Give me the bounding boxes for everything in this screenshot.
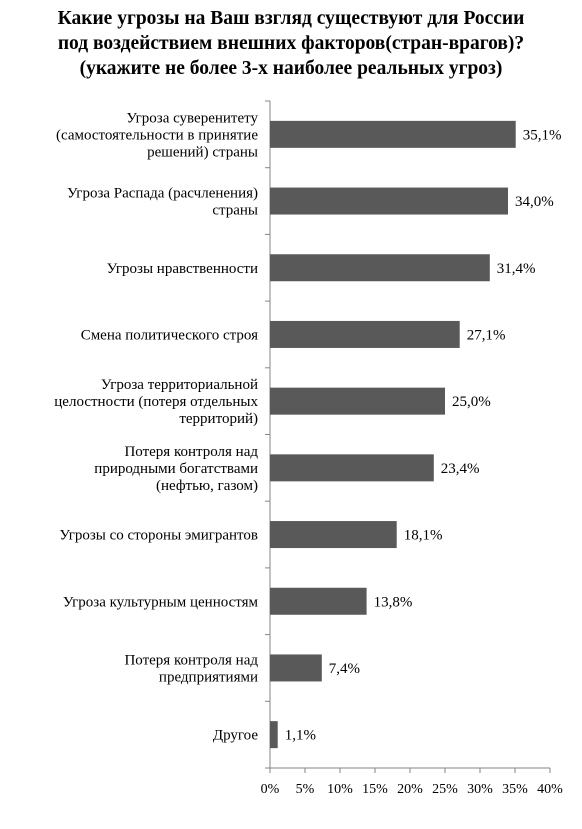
chart-title-line: под воздействием внешних факторов(стран-…: [57, 33, 525, 54]
category-label-line: Потеря контроля над: [124, 652, 258, 668]
category-label: Угрозы со стороны эмигрантов: [59, 528, 258, 544]
data-label: 7,4%: [329, 661, 360, 677]
data-label: 18,1%: [404, 528, 443, 544]
category-label-line: Потеря контроля над: [124, 444, 258, 460]
x-tick-label: 0%: [261, 782, 280, 797]
category-label-line: Угроза суверенитету: [126, 110, 258, 126]
data-label: 25,0%: [452, 394, 491, 410]
x-tick-label: 40%: [537, 782, 563, 797]
category-label: Угрозы нравственности: [107, 261, 258, 277]
category-label: Угроза территориальной целостности (потер…: [54, 377, 258, 427]
bar: [270, 721, 278, 749]
data-label: 23,4%: [441, 461, 480, 477]
category-label-line: решений) страны: [147, 144, 258, 160]
data-label: 34,0%: [515, 194, 554, 210]
bar: [270, 320, 460, 348]
category-label-line: предприятиями: [159, 669, 258, 685]
category-label-line: целостности (потеря отдельных: [54, 394, 258, 410]
chart-title: Какие угрозы на Ваш взгляд существуют дл…: [0, 6, 582, 81]
category-label: Смена политического строя: [81, 327, 258, 343]
category-label-line: (нефтью, газом): [156, 478, 258, 494]
category-label-line: Угроза Распада (расчленения): [67, 186, 258, 202]
x-tick-label: 35%: [502, 782, 528, 797]
data-label: 27,1%: [467, 327, 506, 343]
x-tick-label: 15%: [362, 782, 388, 797]
bar: [270, 387, 445, 415]
category-label: Потеря контроля над предприятиями: [124, 652, 258, 685]
bar: [270, 654, 322, 682]
category-label: Другое: [213, 728, 258, 744]
data-label: 13,8%: [374, 594, 413, 610]
x-tick-label: 30%: [467, 782, 493, 797]
category-label-line: (самостоятельности в принятие: [56, 127, 258, 143]
bar: [270, 254, 490, 282]
data-label: 31,4%: [497, 261, 536, 277]
category-label-line: Угрозы со стороны эмигрантов: [59, 528, 258, 544]
bar: [270, 120, 516, 148]
category-label-line: страны: [212, 203, 258, 219]
x-tick-label: 25%: [432, 782, 458, 797]
bar: [270, 454, 434, 482]
bar: [270, 187, 508, 215]
x-tick-label: 5%: [296, 782, 315, 797]
category-label: Угроза Распада (расчленения) страны: [67, 186, 258, 219]
category-label-line: природными богатствами: [94, 461, 258, 477]
category-label: Угроза суверенитету (самостоятельности в …: [56, 110, 258, 160]
data-label: 35,1%: [523, 127, 562, 143]
category-label-line: Смена политического строя: [81, 327, 258, 343]
category-label: Угроза культурным ценностям: [63, 594, 259, 610]
bar: [270, 521, 397, 549]
category-label-line: территорий): [179, 411, 258, 427]
chart-title-line: (укажите не более 3-х наиболее реальных …: [79, 58, 503, 79]
category-label-line: Угрозы нравственности: [107, 261, 258, 277]
chart-title-line: Какие угрозы на Ваш взгляд существуют дл…: [57, 8, 525, 29]
category-label-line: Угроза культурным ценностям: [63, 594, 259, 610]
category-label: Потеря контроля над природными богатствам…: [94, 444, 258, 494]
data-label: 1,1%: [285, 728, 316, 744]
x-tick-label: 10%: [327, 782, 353, 797]
x-tick-label: 20%: [397, 782, 423, 797]
plot-area: 0% 5% 10% 15% 20% 25% 30% 35% 40% 35,1% Угроза сув…: [54, 100, 563, 797]
category-label-line: Угроза территориальной: [101, 377, 258, 393]
bar: [270, 587, 367, 615]
category-label-line: Другое: [213, 728, 258, 744]
